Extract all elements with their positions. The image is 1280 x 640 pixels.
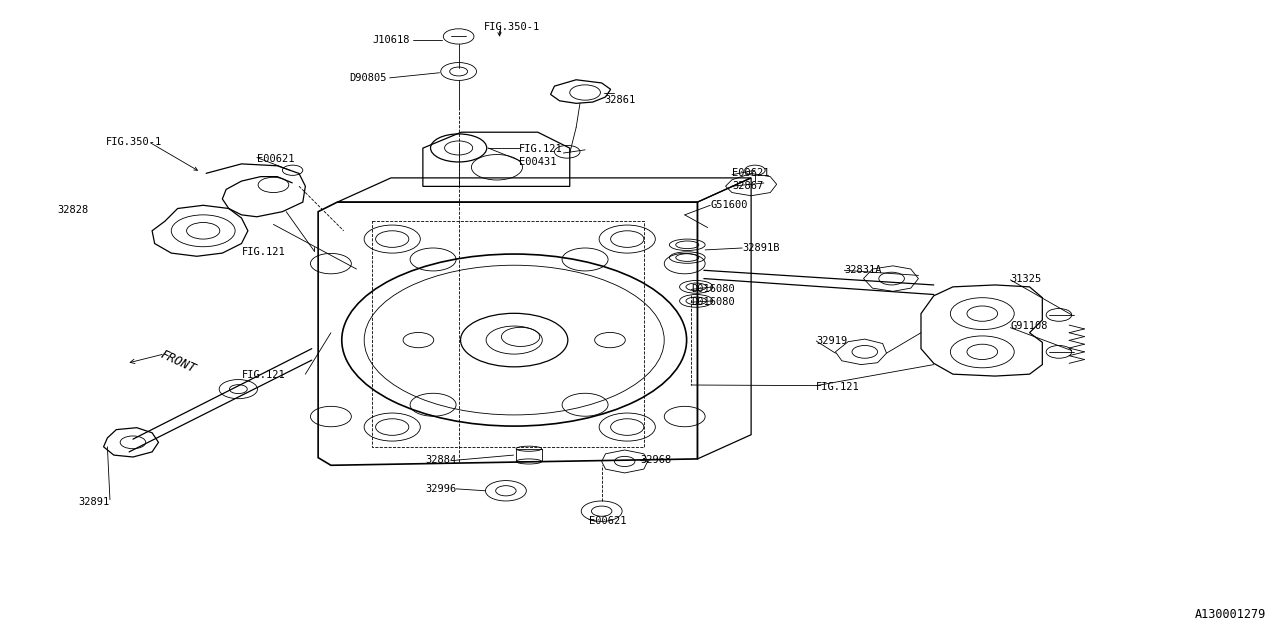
- Text: 32884: 32884: [425, 455, 456, 465]
- Text: 32867: 32867: [732, 181, 763, 191]
- Text: E00621: E00621: [732, 168, 769, 179]
- Text: FIG.121: FIG.121: [242, 247, 285, 257]
- Text: 32828: 32828: [58, 205, 88, 216]
- Text: 31325: 31325: [1010, 273, 1042, 284]
- Text: FIG.350-1: FIG.350-1: [106, 136, 163, 147]
- Text: D90805: D90805: [349, 73, 387, 83]
- Text: 32891: 32891: [78, 497, 110, 507]
- Text: FIG.121: FIG.121: [817, 382, 860, 392]
- Text: FIG.350-1: FIG.350-1: [484, 22, 540, 32]
- Text: 32996: 32996: [425, 484, 456, 494]
- Text: E00431: E00431: [518, 157, 557, 167]
- Text: 32831A: 32831A: [845, 266, 882, 275]
- Text: E00621: E00621: [257, 154, 294, 164]
- Text: D016080: D016080: [691, 284, 735, 294]
- Text: E00621: E00621: [589, 516, 626, 525]
- Text: G91108: G91108: [1010, 321, 1048, 332]
- Text: D016080: D016080: [691, 297, 735, 307]
- Text: FRONT: FRONT: [157, 348, 197, 375]
- Text: FIG.121: FIG.121: [242, 371, 285, 380]
- Text: 32861: 32861: [604, 95, 635, 105]
- Text: FIG.121: FIG.121: [518, 144, 562, 154]
- Text: J10618: J10618: [372, 35, 410, 45]
- Text: 32968: 32968: [640, 455, 671, 465]
- Text: 32891B: 32891B: [742, 243, 780, 253]
- Text: A130001279: A130001279: [1194, 608, 1266, 621]
- Text: 32919: 32919: [817, 336, 847, 346]
- Text: G51600: G51600: [710, 200, 748, 211]
